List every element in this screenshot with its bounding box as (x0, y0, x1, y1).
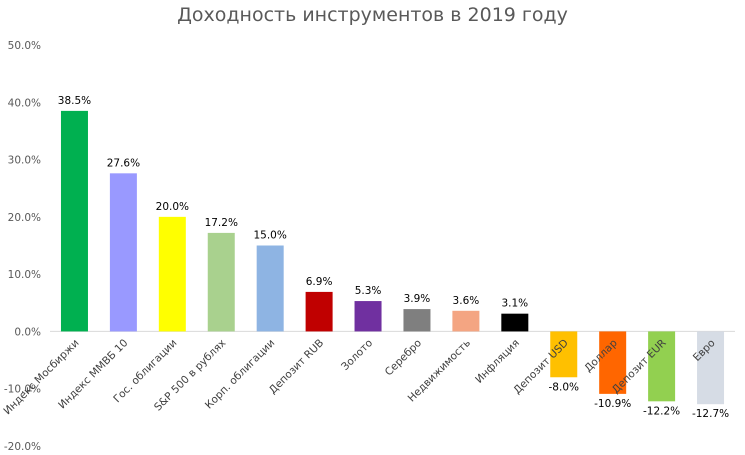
data-labels: 38.5% 27.6% 20.0% 17.2% 15.0% 6.9% 5.3% 3.9% 3.6… (58, 95, 729, 420)
y-tick-label: 10.0% (8, 269, 41, 281)
bar (305, 291, 333, 332)
category-label: Золото (339, 337, 375, 373)
data-label: -10.9% (594, 398, 631, 410)
bar (256, 245, 284, 332)
bar (550, 331, 578, 378)
data-label: 17.2% (205, 217, 238, 229)
y-tick-label: 40.0% (8, 97, 41, 109)
data-label: 3.9% (404, 293, 431, 305)
bar (158, 216, 186, 332)
bar (697, 331, 725, 405)
chart-title: Доходность инструментов в 2019 году (177, 4, 568, 26)
bar (403, 309, 431, 332)
data-label: 6.9% (306, 276, 333, 288)
y-tick-label: 50.0% (8, 40, 41, 52)
data-label: 3.6% (453, 295, 480, 307)
bar (207, 232, 235, 332)
bar (354, 301, 382, 332)
y-tick-label: 20.0% (8, 212, 41, 224)
y-tick-label: -20.0% (4, 441, 41, 453)
data-label: 15.0% (253, 230, 286, 242)
data-label: 20.0% (156, 201, 189, 213)
data-label: 38.5% (58, 95, 91, 107)
bar (599, 331, 627, 394)
y-tick-label: -10.0% (4, 384, 41, 396)
y-tick-label: 30.0% (8, 155, 41, 167)
data-label: 27.6% (107, 157, 140, 169)
bar (501, 313, 529, 332)
category-label: Серебро (383, 337, 424, 378)
data-label: 5.3% (355, 285, 382, 297)
bar (60, 110, 88, 332)
y-tick-label: 0.0% (14, 326, 41, 338)
bar (109, 173, 137, 332)
bar (648, 331, 676, 402)
data-label: 3.1% (501, 298, 528, 310)
bars (60, 110, 725, 405)
data-label: -12.7% (692, 408, 729, 420)
bar (452, 310, 480, 332)
category-label: Инфляция (473, 337, 522, 386)
y-axis-ticks: -20.0% -10.0% 0.0% 10.0% 20.0% 30.0% 40.0% 50.0… (4, 40, 41, 453)
data-label: -12.2% (643, 405, 680, 417)
data-label: -8.0% (549, 381, 579, 393)
